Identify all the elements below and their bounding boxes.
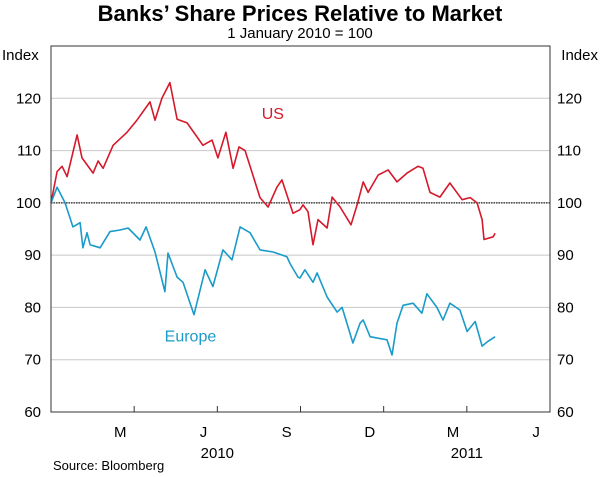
x-month-label: M <box>114 424 127 441</box>
source-note: Source: Bloomberg <box>53 458 164 473</box>
x-month-label: J <box>200 424 208 441</box>
x-month-label: M <box>447 424 460 441</box>
x-year-label: 2010 <box>201 445 234 462</box>
gridlines <box>51 97 550 361</box>
y-axis-label-left: Index <box>2 47 39 64</box>
x-month-label: S <box>282 424 292 441</box>
chart-title: Banks’ Share Prices Relative to Market <box>98 1 503 26</box>
x-year-label: 2011 <box>451 445 483 462</box>
series-line-us <box>50 81 496 246</box>
x-month-label: D <box>364 424 375 441</box>
axes: 60 60 70 70 80 80 90 90 100 100 110 110 120 120 M J S D M J… <box>16 90 582 462</box>
y-tick-label-left: 70 <box>24 352 41 369</box>
y-tick-label-right: 70 <box>557 352 574 369</box>
y-axis-label-right: Index <box>561 47 598 64</box>
chart-subtitle: 1 January 2010 = 100 <box>227 25 373 42</box>
y-tick-label-left: 60 <box>24 404 41 421</box>
y-tick-label-right: 110 <box>557 143 581 160</box>
series-line-europe <box>50 186 496 356</box>
y-tick-label-right: 100 <box>557 195 582 212</box>
y-tick-label-left: 120 <box>16 90 41 107</box>
series-lines: US Europe <box>50 81 496 356</box>
y-tick-label-left: 110 <box>17 143 41 160</box>
y-tick-label-left: 100 <box>16 195 41 212</box>
y-tick-label-right: 80 <box>557 299 574 316</box>
y-tick-label-right: 120 <box>557 90 582 107</box>
y-tick-label-left: 80 <box>24 299 41 316</box>
y-tick-label-right: 90 <box>557 247 574 264</box>
y-tick-label-left: 90 <box>24 247 41 264</box>
x-month-label: J <box>532 424 540 441</box>
series-label-us: US <box>262 106 284 123</box>
series-label-europe: Europe <box>165 328 217 345</box>
y-tick-label-right: 60 <box>557 404 574 421</box>
